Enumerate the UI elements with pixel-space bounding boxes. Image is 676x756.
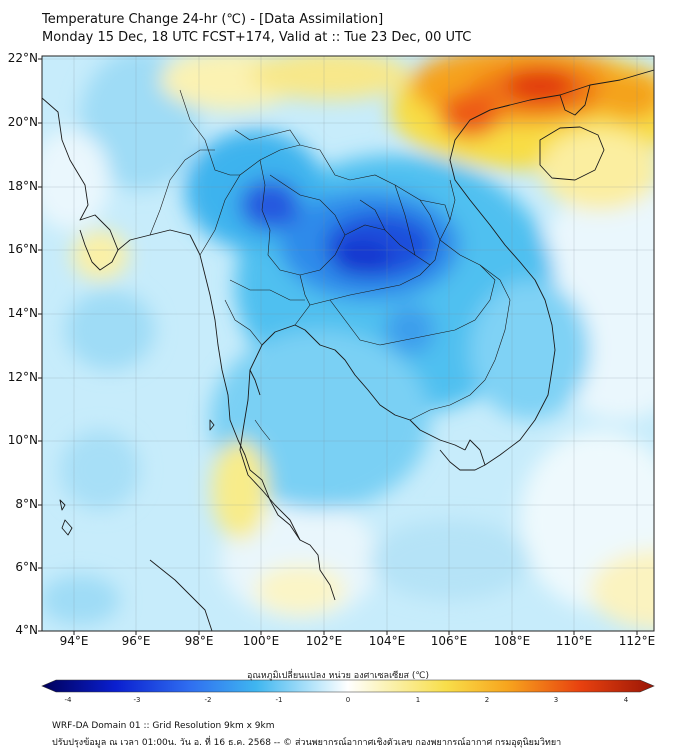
- lat-label: 10°N: [7, 433, 38, 447]
- lat-label: 14°N: [7, 306, 38, 320]
- map-title: Temperature Change 24-hr (℃) - [Data Ass…: [42, 12, 384, 27]
- lon-label: 104°E: [368, 634, 406, 648]
- colorbar-tick: 3: [553, 696, 559, 704]
- lon-label: 106°E: [430, 634, 468, 648]
- colorbar-tick: -4: [64, 696, 72, 704]
- colorbar-tick: 4: [623, 696, 629, 704]
- lat-label: 18°N: [7, 179, 38, 193]
- map-frame: [41, 55, 655, 632]
- coastlines: [42, 69, 654, 631]
- colorbar-tick: -2: [204, 696, 212, 704]
- lat-label: 4°N: [15, 623, 38, 637]
- lat-label: 16°N: [7, 242, 38, 256]
- colorbar-tick: 2: [484, 696, 490, 704]
- lon-label: 110°E: [555, 634, 593, 648]
- lat-label: 8°N: [15, 497, 38, 511]
- lon-label: 96°E: [121, 634, 151, 648]
- footer-credits: ปรับปรุงข้อมูล ณ เวลา 01:00น. วัน อ. ที่…: [52, 738, 562, 748]
- lon-label: 108°E: [493, 634, 531, 648]
- lat-label: 22°N: [7, 51, 38, 65]
- map-subtitle: Monday 15 Dec, 18 UTC FCST+174, Valid at…: [42, 30, 472, 45]
- lat-label: 20°N: [7, 115, 38, 129]
- lon-label: 100°E: [242, 634, 280, 648]
- province-borders: [149, 89, 511, 441]
- colorbar-tick: -1: [275, 696, 283, 704]
- colorbar: [41, 679, 655, 693]
- footer-model-info: WRF-DA Domain 01 :: Grid Resolution 9km …: [52, 721, 275, 731]
- temperature-field: [42, 56, 654, 631]
- lon-label: 98°E: [184, 634, 214, 648]
- lon-label: 94°E: [59, 634, 89, 648]
- colorbar-tick: 1: [415, 696, 421, 704]
- lat-label: 12°N: [7, 370, 38, 384]
- colorbar-tick: -3: [133, 696, 141, 704]
- colorbar-tick: 0: [345, 696, 351, 704]
- colorbar-label: อุณหภูมิเปลี่ยนแปลง หน่วย องศาเซลเซียส (…: [246, 671, 430, 681]
- lon-label: 112°E: [618, 634, 656, 648]
- lon-label: 102°E: [305, 634, 343, 648]
- lat-label: 6°N: [15, 560, 38, 574]
- axis-ticks: [38, 58, 638, 635]
